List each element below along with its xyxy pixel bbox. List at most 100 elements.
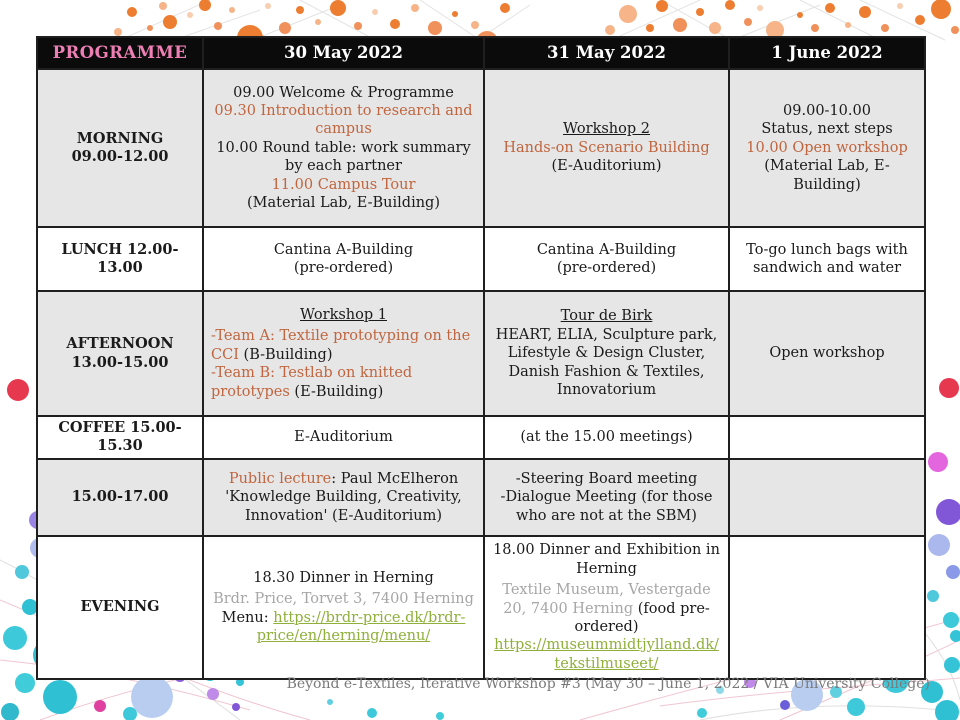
text-line: (pre-ordered) (211, 259, 476, 277)
text-line: 09.00-10.00 (737, 102, 917, 120)
text-segment: -Steering Board meeting (515, 470, 698, 487)
text-line: (Material Lab, E-Building) (737, 157, 917, 194)
text-segment: 10.00 Open workshop (746, 139, 908, 156)
cell-afternoon-day2: Tour de Birk HEART, ELIA, Sculpture park,… (483, 290, 730, 417)
text-segment: (pre-ordered) (293, 260, 394, 276)
text-segment: Workshop 2 (563, 121, 650, 138)
row-slot1500: 15.00-17.00 Public lecture: Paul McElhero… (36, 457, 926, 537)
text-segment: -Team A: Textile prototyping on the CCI (211, 328, 471, 363)
text-segment: -Team B: Testlab on knitted prototypes (211, 365, 413, 400)
text-segment: Menu: (221, 609, 274, 626)
row-label-line: 13.00-15.00 (71, 353, 169, 371)
text-line: 10.00 Round table: work summary by each … (211, 139, 476, 176)
text-segment: 10.00 Round table: work summary by each … (216, 139, 471, 175)
text-line: Status, next steps (737, 120, 917, 138)
text-line: To-go lunch bags with sandwich and water (737, 241, 917, 278)
text-line: Workshop 2 (492, 120, 721, 138)
text-line: Cantina A-Building (211, 241, 476, 259)
row-label-line: MORNING (76, 129, 164, 147)
date-header-1-june: 1 June 2022 (728, 36, 926, 70)
text-line: 10.00 Open workshop (737, 139, 917, 157)
text-segment: Public lecture (228, 470, 332, 487)
row-label-line: COFFEE 15.00-15.30 (58, 419, 182, 455)
row-morning: MORNING 09.00-12.00 09.00 Welcome & Progra… (36, 68, 926, 228)
cell-coffee-day2: (at the 15.00 meetings) (483, 415, 730, 460)
text-segment: (at the 15.00 meetings) (520, 429, 693, 446)
brdr-price-menu-link[interactable]: https://brdr-price.dk/brdr-price/en/hern… (256, 609, 466, 645)
text-segment: (food pre-ordered) (574, 600, 710, 636)
programme-table: PROGRAMME 30 May 2022 31 May 2022 1 June… (36, 36, 926, 680)
cell-morning-day3: 09.00-10.00 Status, next steps 10.00 Open … (728, 68, 926, 228)
text-segment: 09.00-10.00 (783, 102, 871, 119)
text-line: (at the 15.00 meetings) (492, 428, 721, 446)
cell-evening-day2: 18.00 Dinner and Exhibition in Herning Te… (483, 534, 730, 680)
text-line: (pre-ordered) (492, 259, 721, 277)
text-segment: 11.00 Campus Tour (271, 176, 416, 193)
row-label-line: 09.00-12.00 (71, 148, 169, 165)
text-segment: Hands-on Scenario Building (503, 139, 710, 156)
text-line: 09.30 Introduction to research and campu… (211, 102, 476, 139)
text-segment: Tour de Birk (560, 308, 653, 325)
header-row: PROGRAMME 30 May 2022 31 May 2022 1 June… (36, 36, 926, 70)
text-segment: : Paul McElheron 'Knowledge Building, Cr… (225, 470, 462, 524)
text-segment: To-go lunch bags with sandwich and water (746, 241, 908, 276)
text-segment: (Material Lab, E-Building) (246, 195, 440, 212)
cell-afternoon-day3: Open workshop (728, 290, 926, 417)
cell-slot1500-day1: Public lecture: Paul McElheron 'Knowledg… (202, 457, 485, 537)
text-segment: Open workshop (769, 345, 885, 362)
row-label-lunch: LUNCH 12.00-13.00 (36, 226, 204, 292)
row-label-coffee: COFFEE 15.00-15.30 (36, 415, 204, 460)
cell-coffee-day1: E-Auditorium (202, 415, 485, 460)
text-line: -Team A: Textile prototyping on the CCI … (211, 327, 476, 364)
cell-morning-day1: 09.00 Welcome & Programme 09.30 Introduct… (202, 68, 485, 228)
date-header-31-may: 31 May 2022 (483, 36, 730, 70)
cell-evening-day3 (728, 534, 926, 680)
text-line: 11.00 Campus Tour (211, 176, 476, 194)
date-header-30-may: 30 May 2022 (202, 36, 485, 70)
text-segment: (B-Building) (238, 346, 333, 363)
text-line: (E-Auditorium) (492, 157, 721, 175)
row-evening: EVENING 18.30 Dinner in Herning Brdr. Pric… (36, 534, 926, 680)
text-line: Workshop 1 (211, 306, 476, 324)
text-segment: Status, next steps (761, 121, 893, 138)
row-label-afternoon: AFTERNOON 13.00-15.00 (36, 290, 204, 417)
text-segment: (E-Auditorium) (551, 158, 662, 175)
cell-lunch-day2: Cantina A-Building (pre-ordered) (483, 226, 730, 292)
text-segment: E-Auditorium (294, 429, 393, 446)
text-line: Menu: https://brdr-price.dk/brdr-price/e… (211, 609, 476, 646)
text-line: https://museummidtjylland.dk/tekstilmuse… (492, 636, 721, 673)
row-label-evening: EVENING (36, 534, 204, 680)
text-line: -Steering Board meeting (492, 470, 721, 488)
row-coffee: COFFEE 15.00-15.30 E-Auditorium (at the 15… (36, 415, 926, 460)
programme-header: PROGRAMME (36, 36, 204, 70)
row-label-line: AFTERNOON (66, 335, 174, 353)
text-line: 09.00 Welcome & Programme (211, 84, 476, 102)
text-segment: 18.30 Dinner in Herning (253, 570, 434, 586)
text-segment: Workshop 1 (300, 306, 387, 323)
slide-caption: Beyond e-Textiles, Iterative Workshop #3… (286, 676, 930, 692)
text-line: Textile Museum, Vestergade 20, 7400 Hern… (492, 581, 721, 636)
text-segment: HEART, ELIA, Sculpture park, Lifestyle &… (495, 326, 718, 399)
text-segment: (E-Building) (289, 383, 384, 400)
cell-lunch-day3: To-go lunch bags with sandwich and water (728, 226, 926, 292)
cell-slot1500-day2: -Steering Board meeting -Dialogue Meeting… (483, 457, 730, 537)
cell-lunch-day1: Cantina A-Building (pre-ordered) (202, 226, 485, 292)
cell-afternoon-day1: Workshop 1 -Team A: Textile prototyping o… (202, 290, 485, 417)
text-line: 18.00 Dinner and Exhibition in Herning (492, 541, 721, 578)
cell-slot1500-day3 (728, 457, 926, 537)
text-line: Hands-on Scenario Building (492, 139, 721, 157)
text-line: Brdr. Price, Torvet 3, 7400 Herning (211, 590, 476, 608)
text-line: (Material Lab, E-Building) (211, 194, 476, 212)
cell-coffee-day3 (728, 415, 926, 460)
text-line: 18.30 Dinner in Herning (211, 569, 476, 587)
cell-evening-day1: 18.30 Dinner in Herning Brdr. Price, Torv… (202, 534, 485, 680)
text-line: Cantina A-Building (492, 241, 721, 259)
textile-museum-link[interactable]: https://museummidtjylland.dk/tekstilmuse… (494, 637, 719, 672)
text-segment: Brdr. Price, Torvet 3, 7400 Herning (213, 591, 474, 608)
text-line: -Dialogue Meeting (for those who are not… (492, 488, 721, 525)
text-segment: 09.00 Welcome & Programme (233, 84, 454, 101)
text-line: HEART, ELIA, Sculpture park, Lifestyle &… (492, 326, 721, 400)
text-segment: 09.30 Introduction to research and campu… (214, 102, 473, 138)
text-line: Tour de Birk (492, 307, 721, 325)
